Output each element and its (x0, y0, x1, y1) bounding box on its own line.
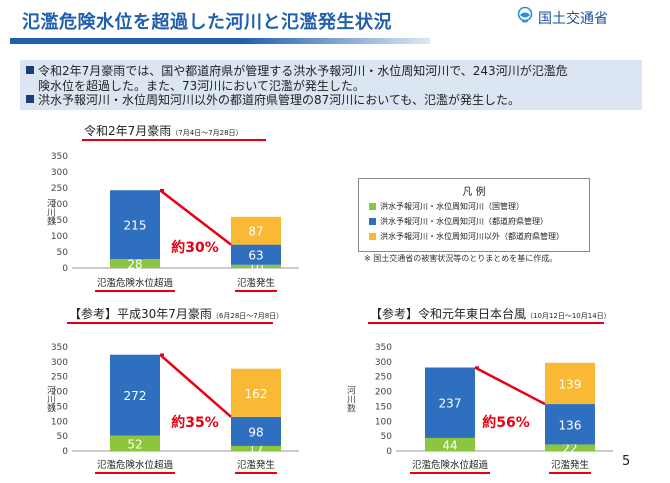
bar-segment (545, 404, 595, 445)
bar-segment (425, 437, 475, 451)
chart3-title: 【参考】令和元年東日本台風（10月12日～10月14日） (370, 307, 611, 321)
category-label: 氾濫発生 (237, 459, 276, 471)
chart2-title: 【参考】平成30年7月豪雨（6月28日～7月8日） (69, 307, 284, 321)
legend-swatch (369, 233, 376, 240)
y-tick-label: 200 (375, 388, 392, 398)
bar-value-label: 87 (248, 225, 263, 239)
chart1-title: 令和2年7月豪雨（7月4日～7月28日） (84, 124, 243, 138)
legend-swatch (369, 218, 376, 225)
y-tick-label: 350 (51, 152, 68, 162)
bar-value-label: 215 (124, 219, 147, 233)
bar-value-label: 28 (127, 258, 142, 272)
y-tick-label: 250 (51, 184, 68, 194)
y-tick-label: 150 (375, 402, 392, 412)
chart-2018-july-rain: 0 50 100 150 200 250 300 350 河川数 52 272 氾濫危険水位超過 17 9… (45, 343, 299, 474)
legend-swatch (369, 203, 376, 210)
y-tick-label: 100 (51, 417, 68, 427)
summary-bullet-1: 令和2年7月豪雨では、国や都道府県が管理する洪水予報河川・水位周知河川で、243… (26, 64, 568, 79)
source-note: ※ 国土交通省の被害状況等のとりまとめを基に作成。 (364, 254, 558, 263)
y-tick-label: 50 (381, 432, 393, 442)
organization-name: 国土交通省 (538, 11, 608, 27)
ratio-connector-line (159, 353, 232, 418)
category-label: 氾濫危険水位超過 (412, 459, 489, 471)
bar-value-label: 52 (127, 437, 142, 451)
summary-box: 令和2年7月豪雨では、国や都道府県が管理する洪水予報河川・水位周知河川で、243… (20, 60, 642, 110)
y-tick-label: 50 (57, 248, 69, 258)
summary-bullet-1-cont: 険水位を超過した。また、73河川において氾濫が発生した。 (38, 78, 365, 93)
category-label: 氾濫危険水位超過 (97, 459, 174, 471)
chart-2019-typhoon: 0 50 100 150 200 250 300 350 河川数 44 237 氾濫危険水位超過 22 1… (345, 343, 613, 474)
bar-segment (231, 368, 281, 417)
y-tick-label: 0 (62, 447, 68, 457)
legend-item-other: 洪水予報河川・水位周知河川以外（都道府県管理） (369, 231, 564, 242)
y-tick-label: 100 (375, 417, 392, 427)
chart2-title-underline (67, 322, 273, 324)
category-label: 氾濫発生 (237, 277, 276, 289)
y-axis-label: 河川数 (345, 384, 356, 413)
bar-value-label: 63 (248, 249, 263, 263)
bar-segment (110, 190, 160, 260)
y-tick-label: 350 (375, 343, 392, 353)
bar-segment (231, 244, 281, 265)
y-tick-label: 250 (375, 373, 392, 383)
bar-value-label: 44 (442, 438, 457, 452)
page-number: 5 (622, 454, 631, 469)
bullet-square-icon (26, 66, 34, 74)
ratio-connector-line (159, 189, 232, 246)
category-label: 氾濫発生 (551, 459, 590, 471)
bar-segment (231, 264, 281, 268)
bullet-square-icon (26, 95, 34, 103)
page-header: 氾濫危険水位を超過した河川と氾濫発生状況 国土交通省 (0, 0, 670, 44)
y-tick-label: 50 (57, 432, 69, 442)
legend-item-prefectural: 洪水予報河川・水位周知河川（都道府県管理） (369, 216, 548, 227)
y-tick-label: 150 (51, 216, 68, 226)
mlit-logo-icon (517, 6, 533, 23)
y-tick-label: 0 (386, 447, 392, 457)
ratio-annotation: 約56% (482, 414, 530, 431)
bar-value-label: 162 (245, 387, 268, 401)
y-tick-label: 300 (51, 358, 68, 368)
ratio-annotation: 約30% (171, 239, 219, 256)
category-label: 氾濫危険水位超過 (97, 277, 174, 289)
y-tick-label: 250 (51, 373, 68, 383)
y-tick-label: 0 (62, 264, 68, 274)
bar-segment (110, 435, 160, 451)
bar-segment (110, 354, 160, 436)
y-axis-label: 河川数 (45, 197, 56, 226)
bar-value-label: 22 (562, 442, 577, 456)
bar-value-label: 272 (124, 389, 147, 403)
ratio-annotation: 約35% (171, 414, 219, 431)
bar-value-label: 136 (559, 418, 582, 432)
y-tick-label: 100 (51, 232, 68, 242)
y-tick-label: 300 (51, 168, 68, 178)
y-axis-label: 河川数 (45, 384, 56, 413)
chart-2020-july-rain: 050100150200250300350河川数28215氾濫危険水位超過106… (45, 152, 299, 292)
y-tick-label: 200 (51, 200, 68, 210)
bar-segment (231, 445, 281, 451)
page-title: 氾濫危険水位を超過した河川と氾濫発生状況 (22, 12, 392, 33)
legend: 凡 例 洪水予報河川・水位周知河川（国管理） 洪水予報河川・水位周知河川（都道府… (358, 178, 590, 252)
chart1-title-underline (82, 139, 266, 141)
y-tick-label: 300 (375, 358, 392, 368)
y-tick-label: 350 (51, 343, 68, 353)
legend-item-national: 洪水予報河川・水位周知河川（国管理） (369, 201, 524, 212)
bar-value-label: 17 (248, 442, 263, 456)
legend-title: 凡 例 (462, 187, 486, 198)
bar-segment (545, 444, 595, 451)
y-tick-label: 150 (51, 402, 68, 412)
bar-segment (545, 362, 595, 405)
title-underline (10, 38, 430, 44)
bar-segment (231, 416, 281, 446)
ratio-connector-line (474, 366, 546, 406)
chart3-title-underline (368, 322, 604, 324)
bar-segment (231, 216, 281, 245)
bar-segment (425, 367, 475, 438)
bar-segment (110, 259, 160, 268)
bar-value-label: 98 (248, 425, 263, 439)
bar-value-label: 237 (439, 397, 462, 411)
y-tick-label: 200 (51, 388, 68, 398)
summary-bullet-2: 洪水予報河川・水位周知河川以外の都道府県管理の87河川においても、氾濫が発生した… (26, 93, 520, 108)
bar-value-label: 139 (559, 377, 582, 391)
